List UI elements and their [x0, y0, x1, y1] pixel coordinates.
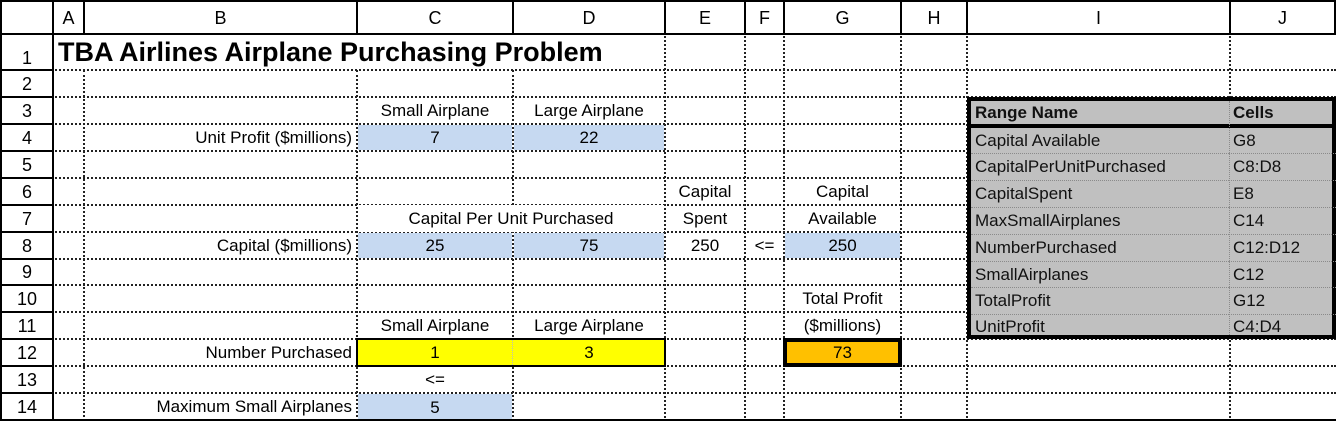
row-header-8[interactable]: 8 — [0, 231, 54, 260]
range-name-item[interactable]: SmallAirplanes — [971, 262, 1229, 288]
range-cells-item[interactable]: C4:D4 — [1233, 317, 1282, 336]
row-header-13[interactable]: 13 — [0, 365, 54, 394]
gridline — [52, 96, 1336, 98]
cell-g8-capital-available[interactable]: 250 — [785, 233, 900, 258]
column-header-j[interactable]: J — [1229, 0, 1336, 35]
gridline — [512, 340, 513, 365]
gridline — [52, 231, 1336, 233]
gridline — [52, 69, 1336, 71]
range-name-table: Range Name Cells Capital Available G8 Ca… — [967, 97, 1336, 339]
cell-f8-le[interactable]: <= — [754, 236, 775, 255]
cell-c3-small-airplane[interactable]: Small Airplane — [380, 101, 490, 120]
cell-c14-max-small[interactable]: 5 — [358, 394, 512, 421]
column-header-a[interactable]: A — [52, 0, 85, 35]
range-name-item[interactable]: UnitProfit — [975, 317, 1045, 336]
row-header-4[interactable]: 4 — [0, 123, 54, 152]
cell-c8-capital-small[interactable]: 25 — [358, 233, 512, 258]
range-name-header-divider — [971, 124, 1332, 128]
row-header-7[interactable]: 7 — [0, 204, 54, 233]
range-cells-item[interactable]: C12:D12 — [1229, 235, 1336, 262]
cell-c11-small-airplane[interactable]: Small Airplane — [380, 315, 490, 335]
range-cells-item[interactable]: G12 — [1229, 288, 1336, 315]
gridline — [52, 392, 1336, 394]
cell-g12-total-profit[interactable]: 73 — [783, 338, 902, 367]
select-all-corner[interactable] — [0, 0, 54, 35]
row-header-5[interactable]: 5 — [0, 150, 54, 179]
cell-d4-unit-profit-large[interactable]: 22 — [514, 125, 664, 150]
row-header-1[interactable]: 1 — [0, 33, 54, 71]
row-header-14[interactable]: 14 — [0, 392, 54, 421]
gridline — [783, 33, 785, 421]
cell-c7-capital-per-unit[interactable]: Capital Per Unit Purchased — [358, 205, 664, 232]
gridline — [356, 70, 358, 421]
gridline — [52, 284, 1336, 286]
range-cells-item[interactable]: G8 — [1229, 128, 1336, 154]
column-header-i[interactable]: I — [966, 0, 1231, 35]
column-header-g[interactable]: G — [783, 0, 902, 35]
cell-b12-number-purchased-label[interactable]: Number Purchased — [205, 343, 352, 362]
gridline — [664, 33, 666, 421]
range-name-item[interactable]: Capital Available — [971, 128, 1229, 154]
range-cells-item[interactable]: C8:D8 — [1229, 154, 1336, 181]
cell-d12-purchased-large[interactable]: 3 — [584, 343, 594, 362]
cell-e6-capital[interactable]: Capital — [678, 182, 732, 201]
range-cells-item[interactable]: C12 — [1229, 262, 1336, 288]
sheet-title[interactable]: TBA Airlines Airplane Purchasing Problem — [58, 37, 603, 67]
row-header-11[interactable]: 11 — [0, 311, 54, 340]
gridline — [83, 70, 85, 421]
row-header-10[interactable]: 10 — [0, 284, 54, 313]
range-name-header-name[interactable]: Range Name — [975, 103, 1078, 122]
cell-b14-max-small-label[interactable]: Maximum Small Airplanes — [156, 397, 352, 416]
cell-g11-millions[interactable]: ($millions) — [803, 315, 882, 335]
title-bg — [53, 34, 663, 69]
gridline — [52, 204, 1336, 206]
cell-c12-purchased-small[interactable]: 1 — [430, 343, 440, 362]
gridline — [900, 33, 902, 421]
gridline — [52, 150, 1336, 152]
gridline — [52, 123, 1336, 125]
cell-g6-capital[interactable]: Capital — [816, 182, 869, 201]
cell-c4-unit-profit-small[interactable]: 7 — [358, 125, 512, 150]
number-purchased-range — [356, 338, 666, 367]
row-header-6[interactable]: 6 — [0, 177, 54, 206]
range-cells-item[interactable]: E8 — [1229, 181, 1336, 208]
cell-c13-le[interactable]: <= — [425, 369, 445, 389]
range-name-item[interactable]: TotalProfit — [971, 288, 1229, 315]
cell-b4-unit-profit-label[interactable]: Unit Profit ($millions) — [195, 128, 352, 147]
row-header-2[interactable]: 2 — [0, 69, 54, 98]
cell-e7-spent[interactable]: Spent — [682, 209, 728, 228]
gridline — [52, 365, 1336, 367]
column-header-c[interactable]: C — [356, 0, 514, 35]
range-name-item[interactable]: NumberPurchased — [971, 235, 1229, 262]
row-header-9[interactable]: 9 — [0, 258, 54, 286]
gridline — [52, 311, 1336, 313]
range-name-item[interactable]: MaxSmallAirplanes — [971, 208, 1229, 235]
cell-e8-capital-spent[interactable]: 250 — [690, 236, 720, 255]
column-header-d[interactable]: D — [512, 0, 666, 35]
sheet-bottom-edge — [0, 419, 1336, 421]
cell-d11-large-airplane[interactable]: Large Airplane — [534, 315, 644, 335]
range-name-header-cells[interactable]: Cells — [1233, 103, 1274, 122]
range-name-item[interactable]: CapitalSpent — [971, 181, 1229, 208]
column-header-e[interactable]: E — [664, 0, 746, 35]
row-header-12[interactable]: 12 — [0, 338, 54, 367]
cell-g7-available[interactable]: Available — [808, 209, 877, 228]
row-header-3[interactable]: 3 — [0, 96, 54, 125]
range-cells-item[interactable]: C14 — [1229, 208, 1336, 235]
gridline — [52, 177, 1336, 179]
cell-g10-total-profit[interactable]: Total Profit — [802, 288, 883, 308]
cell-d3-large-airplane[interactable]: Large Airplane — [534, 101, 644, 120]
gridline — [52, 258, 1336, 260]
range-name-column-divider — [1229, 101, 1230, 335]
gridline — [744, 33, 746, 421]
column-header-h[interactable]: H — [900, 0, 968, 35]
column-header-f[interactable]: F — [744, 0, 785, 35]
cell-d8-capital-large[interactable]: 75 — [514, 233, 664, 258]
gridline — [52, 338, 1336, 340]
cell-b8-capital-label[interactable]: Capital ($millions) — [216, 236, 352, 255]
column-header-b[interactable]: B — [83, 0, 358, 35]
gridline — [512, 70, 514, 421]
range-name-item[interactable]: CapitalPerUnitPurchased — [971, 154, 1229, 181]
